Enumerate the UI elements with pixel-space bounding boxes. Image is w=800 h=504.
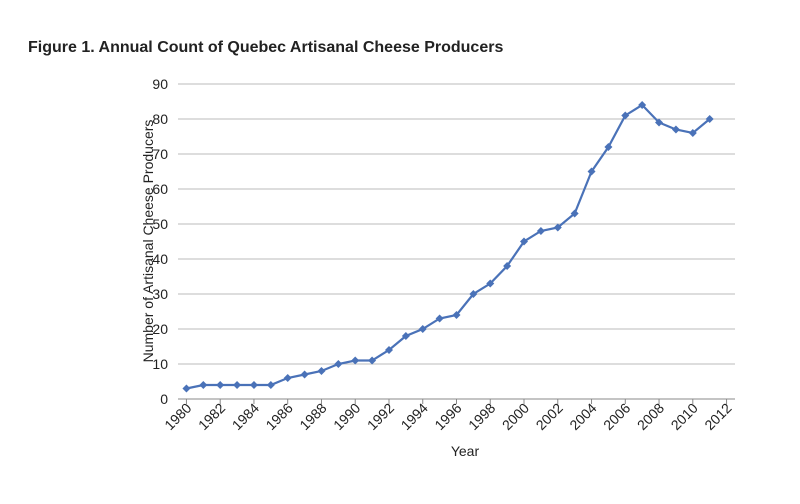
y-tick-label: 40 — [152, 251, 168, 267]
x-axis-label: Year — [451, 443, 480, 459]
marker — [199, 381, 208, 389]
x-tick-label: 2004 — [566, 400, 599, 433]
marker — [418, 325, 427, 333]
x-tick-label: 2008 — [634, 400, 667, 433]
x-tick-label: 1984 — [229, 400, 262, 433]
line — [186, 103, 711, 390]
marker — [384, 346, 393, 354]
marker — [266, 381, 275, 389]
y-tick-label: 30 — [152, 286, 168, 302]
marker — [334, 360, 343, 368]
y-tick-label: 80 — [152, 111, 168, 127]
x-tick-label: 1986 — [262, 400, 295, 433]
marker — [469, 290, 478, 298]
marker — [401, 332, 410, 340]
x-tick-label: 1988 — [296, 400, 329, 433]
marker — [249, 381, 258, 389]
marker — [520, 237, 529, 246]
x-tick-label: 2010 — [668, 400, 701, 433]
marker — [570, 209, 579, 218]
marker — [452, 311, 461, 319]
marker — [536, 227, 545, 235]
marker — [233, 381, 242, 389]
marker — [216, 381, 225, 389]
x-tick-label: 2000 — [499, 400, 532, 433]
marker — [182, 384, 191, 393]
x-tick-label: 2006 — [600, 400, 633, 433]
marker — [435, 314, 444, 323]
marker — [368, 356, 377, 365]
x-tick-label: 2002 — [533, 400, 566, 433]
marker — [655, 118, 664, 127]
y-tick-label: 70 — [152, 146, 168, 162]
marker — [688, 129, 697, 137]
marker — [283, 374, 292, 382]
marker — [671, 125, 680, 134]
marker — [300, 370, 309, 379]
y-axis-label: Number of Artisanal Cheese Producers — [140, 120, 156, 363]
y-tick-label: 0 — [160, 391, 168, 407]
marker — [317, 367, 326, 375]
y-tick-label: 10 — [152, 356, 168, 372]
x-tick-label: 2012 — [701, 400, 734, 433]
marker — [503, 262, 512, 270]
x-tick-label: 1992 — [364, 400, 397, 433]
marker — [351, 356, 360, 365]
x-tick-label: 1982 — [195, 400, 228, 433]
y-tick-label: 90 — [152, 76, 168, 92]
x-tick-label: 1996 — [431, 400, 464, 433]
x-tick-label: 1994 — [398, 400, 431, 433]
x-tick-label: 1990 — [330, 400, 363, 433]
chart-title: Figure 1. Annual Count of Quebec Artisan… — [28, 39, 503, 56]
marker — [486, 279, 495, 288]
marker — [621, 111, 630, 120]
marker — [587, 167, 596, 176]
marker — [638, 101, 647, 109]
marker — [705, 115, 714, 123]
x-tick-label: 1998 — [465, 400, 498, 433]
marker — [553, 223, 562, 232]
y-tick-label: 50 — [152, 216, 168, 232]
y-tick-label: 20 — [152, 321, 168, 337]
y-tick-label: 60 — [152, 181, 168, 197]
marker — [604, 143, 613, 151]
